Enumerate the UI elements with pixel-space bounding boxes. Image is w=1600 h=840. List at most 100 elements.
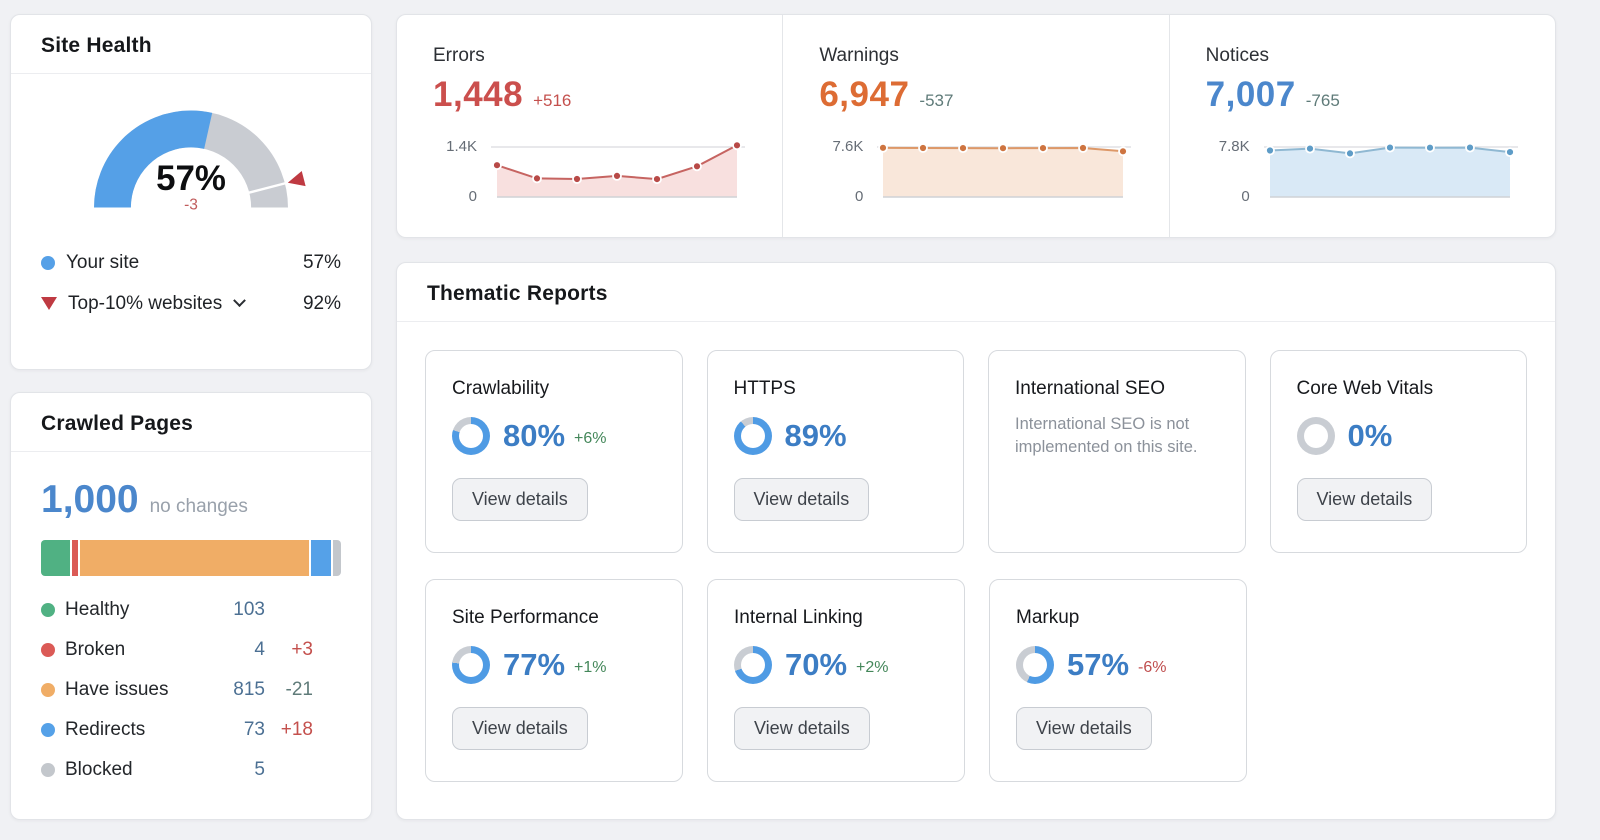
crawled-pages-legend: Healthy 103 Broken 4 +3 Have issues 815 -21 Redi…: [41, 590, 341, 790]
spark-axis-labels: 7.8K 0: [1206, 135, 1262, 205]
legend-label: Healthy: [65, 599, 130, 620]
top-sites-label: Top-10% websites: [68, 292, 223, 314]
metric-delta: +516: [533, 91, 572, 110]
bar-segment-have-issues: [79, 540, 311, 576]
score-row: 77% +1%: [452, 646, 656, 684]
legend-label: Blocked: [65, 759, 133, 780]
axis-max-label: 7.8K: [1218, 138, 1250, 155]
legend-dot-icon: [41, 683, 55, 697]
thematic-card-internal-linking: Internal Linking 70% +2% View details: [707, 579, 965, 782]
thematic-card-title: Internal Linking: [734, 607, 863, 628]
score-delta: +1%: [574, 659, 607, 676]
spark-axis-labels: 7.6K 0: [819, 135, 875, 205]
view-details-button[interactable]: View details: [452, 707, 588, 750]
score-delta: -6%: [1138, 659, 1167, 676]
thematic-reports-card: Thematic Reports Crawlability 80% +6% View …: [396, 262, 1556, 820]
score-row: 70% +2%: [734, 646, 938, 684]
crawled-pages-title: Crawled Pages: [41, 412, 193, 435]
metric-value[interactable]: 6,947: [819, 75, 910, 114]
legend-delta: -21: [285, 679, 313, 700]
legend-row-your-site: Your site 57%: [41, 242, 341, 283]
site-health-title: Site Health: [41, 34, 152, 57]
crawled-legend-row-healthy: Healthy 103: [41, 590, 341, 630]
thematic-card-crawlability: Crawlability 80% +6% View details: [425, 350, 683, 553]
thematic-reports-title: Thematic Reports: [427, 282, 608, 305]
metric-delta: -765: [1305, 91, 1340, 110]
errors-sparkline-chart: [489, 135, 756, 207]
legend-label: Redirects: [65, 719, 146, 740]
crawled-legend-row-broken: Broken 4 +3: [41, 630, 341, 670]
score-donut-icon: [733, 417, 772, 455]
crawled-pages-body: 1,000 no changes Healthy 103 Broken 4 +3 Have…: [11, 452, 371, 790]
legend-value[interactable]: 73: [243, 719, 265, 740]
legend-value[interactable]: 103: [233, 599, 265, 620]
crawled-total-note: no changes: [149, 496, 248, 517]
legend-dot-icon: [41, 603, 55, 617]
crawled-pages-stacked-bar: [41, 540, 341, 576]
legend-value[interactable]: 815: [233, 679, 265, 700]
metric-value[interactable]: 7,007: [1205, 75, 1296, 114]
legend-dot-icon: [41, 723, 55, 737]
score-percent: 70%: [785, 647, 848, 682]
score-donut-icon: [1016, 646, 1054, 684]
crawled-pages-card: Crawled Pages 1,000 no changes Healthy 10…: [10, 392, 372, 820]
crawled-total[interactable]: 1,000: [41, 478, 139, 521]
crawled-legend-row-have-issues: Have issues 815 -21: [41, 670, 341, 710]
notices-sparkline-chart: [1262, 135, 1529, 207]
score-percent: 89%: [784, 418, 847, 453]
score-row: 80% +6%: [452, 417, 656, 455]
axis-min-label: 0: [854, 188, 864, 205]
crawled-legend-row-redirects: Redirects 73 +18: [41, 710, 341, 750]
score-donut-icon: [452, 417, 490, 455]
view-details-button[interactable]: View details: [452, 478, 588, 521]
metric-label: Errors: [433, 45, 485, 66]
metric-warnings: Warnings 6,947 -537 7.6K 0: [782, 15, 1168, 237]
thematic-card-markup: Markup 57% -6% View details: [989, 579, 1247, 782]
your-site-dot-icon: [41, 255, 55, 270]
view-details-button[interactable]: View details: [733, 478, 870, 521]
thematic-reports-header: Thematic Reports: [397, 263, 1555, 322]
metric-label: Notices: [1205, 45, 1270, 66]
score-delta: +6%: [574, 430, 607, 447]
site-health-legend: Your site 57% Top-10% websites 92%: [11, 224, 371, 324]
score-donut-icon: [734, 646, 772, 684]
legend-row-top-sites[interactable]: Top-10% websites 92%: [41, 283, 341, 324]
issue-metrics-card: Errors 1,448 +516 1.4K 0 Warnings 6,947 …: [396, 14, 1556, 238]
axis-max-label: 1.4K: [446, 138, 477, 155]
axis-max-label: 7.6K: [832, 138, 864, 155]
metric-value[interactable]: 1,448: [433, 75, 524, 114]
crawled-legend-row-blocked: Blocked 5: [41, 750, 341, 790]
score-row: 57% -6%: [1016, 646, 1220, 684]
view-details-button[interactable]: View details: [734, 707, 870, 750]
legend-label: Broken: [65, 639, 126, 660]
chevron-down-icon[interactable]: [233, 294, 247, 308]
thematic-card-title: Crawlability: [452, 378, 550, 399]
thematic-card-https: HTTPS 89% View details: [706, 350, 964, 553]
metric-errors: Errors 1,448 +516 1.4K 0: [397, 15, 782, 237]
score-delta: +2%: [856, 659, 889, 676]
score-row: 89%: [733, 417, 938, 455]
legend-dot-icon: [41, 643, 55, 657]
legend-value[interactable]: 5: [254, 759, 265, 780]
your-site-label: Your site: [66, 251, 140, 273]
score-donut-icon: [1296, 417, 1335, 455]
top-sites-marker-icon: [287, 171, 306, 187]
metric-label: Warnings: [819, 45, 899, 66]
thematic-row-1: Crawlability 80% +6% View details HTTPS 89% Vi…: [425, 350, 1527, 553]
your-site-value: 57%: [302, 251, 341, 273]
legend-value[interactable]: 4: [254, 639, 265, 660]
view-details-button[interactable]: View details: [1016, 707, 1152, 750]
gauge-chart: 57% -3: [94, 110, 306, 213]
gauge-value: 57%: [156, 159, 226, 198]
score-percent: 57%: [1067, 647, 1130, 682]
axis-min-label: 0: [1241, 188, 1250, 205]
bar-segment-redirects: [310, 540, 333, 576]
legend-dot-icon: [41, 763, 55, 777]
crawled-pages-header: Crawled Pages: [11, 393, 371, 452]
bar-segment-broken: [71, 540, 80, 576]
thematic-card-title: Site Performance: [452, 607, 599, 628]
view-details-button[interactable]: View details: [1296, 478, 1433, 521]
thematic-card-title: Core Web Vitals: [1296, 378, 1434, 399]
legend-delta: +3: [291, 639, 313, 660]
